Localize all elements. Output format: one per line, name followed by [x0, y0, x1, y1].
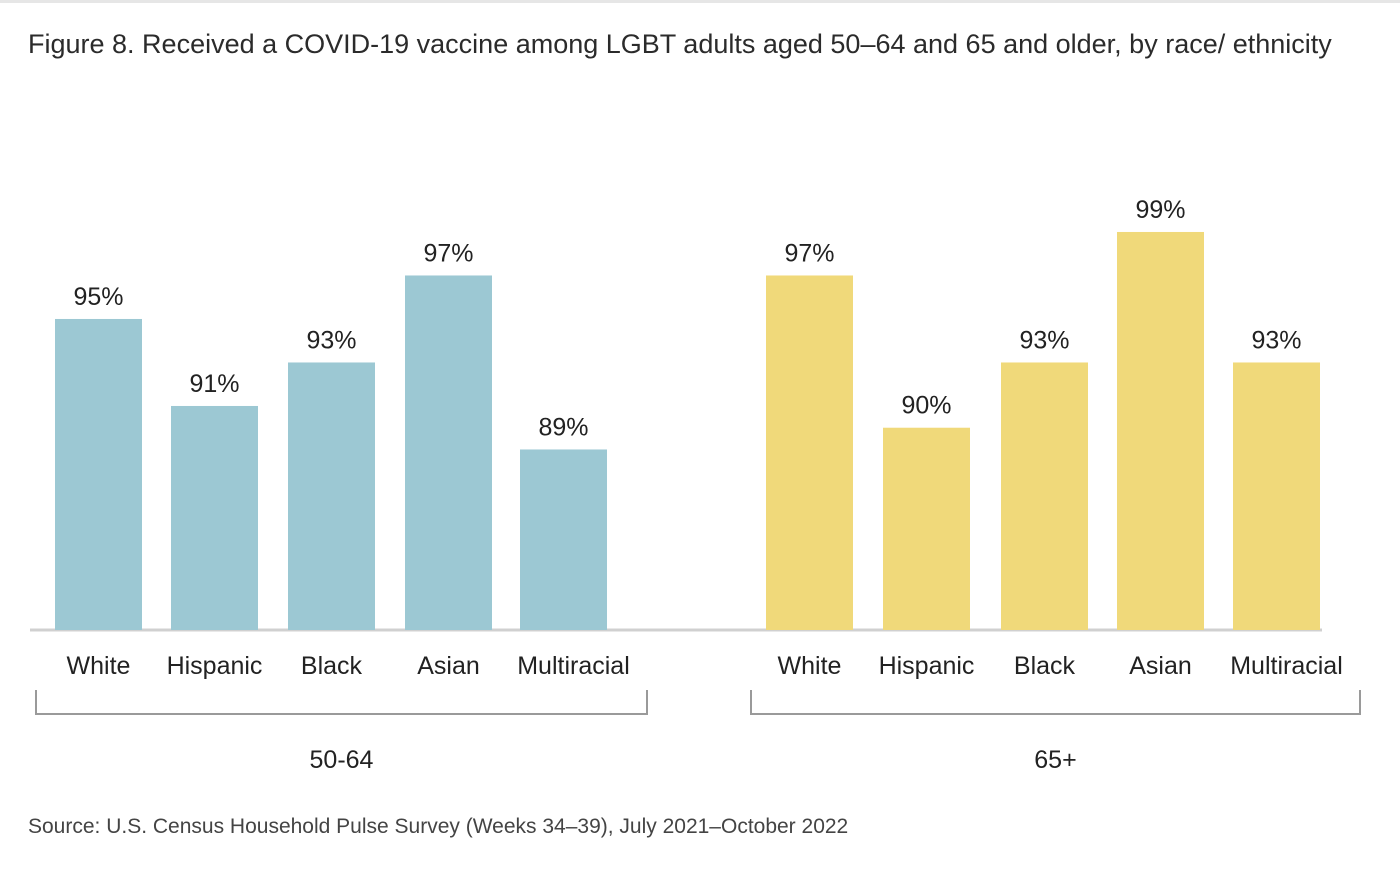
data-label: 91%: [189, 370, 239, 398]
data-label: 93%: [1251, 326, 1301, 354]
bar-50-64-hispanic: [171, 405, 258, 630]
data-label: 97%: [423, 239, 473, 267]
category-tick-label: Hispanic: [167, 652, 263, 680]
category-tick-label: White: [67, 652, 131, 680]
bar-65+-white: [766, 275, 853, 630]
data-label: 93%: [1019, 326, 1069, 354]
bar-65+-hispanic: [883, 427, 970, 630]
group-bracket: [35, 690, 648, 715]
bar-65+-multiracial: [1233, 362, 1320, 630]
category-tick-label: Asian: [417, 652, 480, 680]
category-tick-label: White: [778, 652, 842, 680]
group-label: 50-64: [310, 746, 374, 774]
data-label: 90%: [901, 392, 951, 420]
top-rule: [0, 0, 1400, 3]
category-tick-label: Multiracial: [517, 652, 630, 680]
group-bracket: [750, 690, 1361, 715]
bar-65+-black: [1001, 362, 1088, 630]
bar-50-64-asian: [405, 275, 492, 630]
group-label: 65+: [1034, 746, 1076, 774]
bar-50-64-multiracial: [520, 449, 607, 630]
bar-chart: 95% White 91% Hispanic 93% Black 97% Asian 89% Mu…: [30, 196, 1361, 774]
category-tick-label: Hispanic: [879, 652, 975, 680]
bar-50-64-black: [288, 362, 375, 630]
bar-50-64-white: [55, 318, 142, 630]
category-tick-label: Black: [1014, 652, 1076, 680]
data-label: 97%: [784, 239, 834, 267]
chart-source: Source: U.S. Census Household Pulse Surv…: [28, 815, 849, 838]
data-label: 93%: [306, 326, 356, 354]
chart-title: Figure 8. Received a COVID-19 vaccine am…: [28, 29, 1332, 59]
data-label: 95%: [73, 283, 123, 311]
data-label: 99%: [1135, 196, 1185, 224]
category-tick-label: Black: [301, 652, 363, 680]
bar-65+-asian: [1117, 231, 1204, 630]
category-tick-label: Asian: [1129, 652, 1192, 680]
data-label: 89%: [538, 413, 588, 441]
category-tick-label: Multiracial: [1230, 652, 1343, 680]
